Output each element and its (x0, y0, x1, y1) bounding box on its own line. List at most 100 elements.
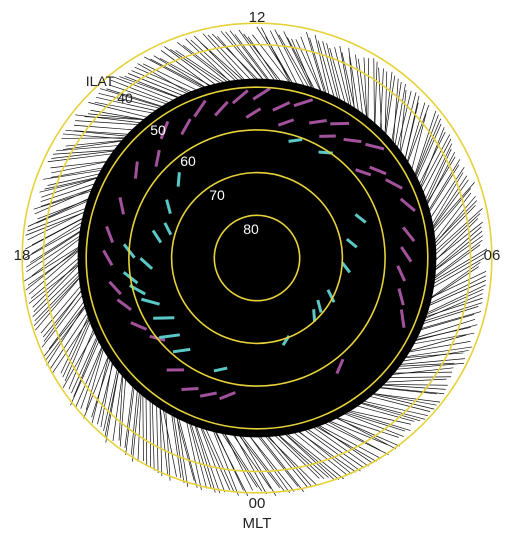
track-line (221, 432, 258, 488)
track-line (287, 433, 344, 480)
magenta-segment (355, 168, 372, 177)
cyan-segment (288, 138, 303, 143)
track-line (277, 433, 329, 478)
track-line (124, 375, 135, 448)
ilat-axis-title: ILAT (86, 73, 115, 89)
track-line (41, 291, 86, 348)
track-line (27, 204, 95, 232)
track-line (27, 198, 89, 227)
track-line (130, 380, 139, 455)
cyan-segment (316, 299, 323, 313)
ilat-rings (21, 22, 493, 494)
track-line (382, 383, 448, 386)
magenta-segment (397, 288, 405, 306)
track-line (425, 248, 488, 286)
cyan-segment (151, 229, 163, 244)
ilat-ring-70 (170, 171, 344, 345)
magenta-segment (116, 298, 132, 312)
magenta-segment (365, 142, 385, 151)
track-line (425, 148, 452, 204)
track-line (204, 427, 235, 493)
ilat-ring-80 (213, 214, 301, 302)
track-line (96, 97, 160, 112)
track-line (40, 181, 102, 203)
track-line (413, 118, 441, 183)
satellite-track-hatching (24, 26, 488, 497)
track-line (338, 411, 404, 437)
track-line (234, 34, 275, 88)
track-line (424, 253, 485, 289)
track-line (283, 432, 340, 480)
track-line (64, 322, 91, 382)
track-line (428, 166, 465, 222)
track-line (249, 435, 295, 492)
cyan-segment (159, 333, 181, 339)
track-line (392, 367, 454, 375)
track-line (425, 159, 461, 215)
track-line (378, 384, 446, 390)
track-line (432, 175, 468, 228)
track-line (416, 134, 451, 197)
track-line (359, 399, 428, 417)
track-line (410, 113, 427, 173)
track-line (159, 396, 163, 476)
track-line (91, 356, 109, 424)
cyan-segment (139, 257, 154, 270)
track-line (30, 253, 84, 299)
track-line (324, 423, 389, 455)
track-line (178, 418, 198, 488)
track-line (192, 419, 216, 493)
track-line (322, 41, 340, 105)
magenta-segment (214, 100, 229, 117)
track-line (160, 50, 218, 93)
track-line (33, 274, 83, 327)
track-line (314, 34, 332, 106)
track-line (105, 370, 119, 443)
track-line (91, 349, 114, 418)
track-line (420, 127, 445, 188)
track-line (279, 429, 335, 480)
track-line (124, 75, 185, 101)
track-line (370, 386, 437, 395)
track-line (46, 305, 85, 366)
track-line (34, 188, 92, 215)
track-line (403, 350, 469, 362)
track-line (150, 58, 207, 89)
track-line (424, 275, 487, 307)
mlt-label-left: 18 (14, 247, 31, 264)
track-line (75, 120, 140, 126)
magenta-segment (252, 87, 271, 101)
track-line (175, 415, 195, 482)
track-line (207, 34, 255, 84)
track-line (62, 140, 122, 150)
track-line (374, 61, 378, 132)
track-line (60, 315, 89, 374)
track-line (88, 102, 158, 121)
track-line (184, 413, 202, 491)
track-line (269, 30, 302, 93)
track-line (110, 79, 177, 106)
track-line (103, 361, 120, 432)
track-line (430, 208, 483, 256)
track-line (144, 56, 203, 89)
mlt-label-right: 06 (484, 247, 501, 264)
track-line (127, 73, 188, 98)
track-line (430, 213, 481, 259)
track-line (397, 358, 465, 366)
magenta-segment (181, 387, 199, 391)
track-line (428, 182, 475, 236)
track-line (423, 288, 484, 317)
track-line (33, 188, 100, 210)
track-line (73, 333, 100, 398)
magenta-segment (293, 98, 314, 108)
track-line (25, 216, 87, 250)
track-line (333, 416, 400, 447)
track-line (419, 138, 452, 199)
magenta-segment (118, 197, 125, 215)
track-line (414, 110, 437, 175)
track-line (31, 219, 87, 255)
magenta-segment (396, 265, 407, 282)
track-line (151, 395, 155, 471)
magenta-segment (105, 225, 115, 244)
track-line (290, 429, 348, 476)
